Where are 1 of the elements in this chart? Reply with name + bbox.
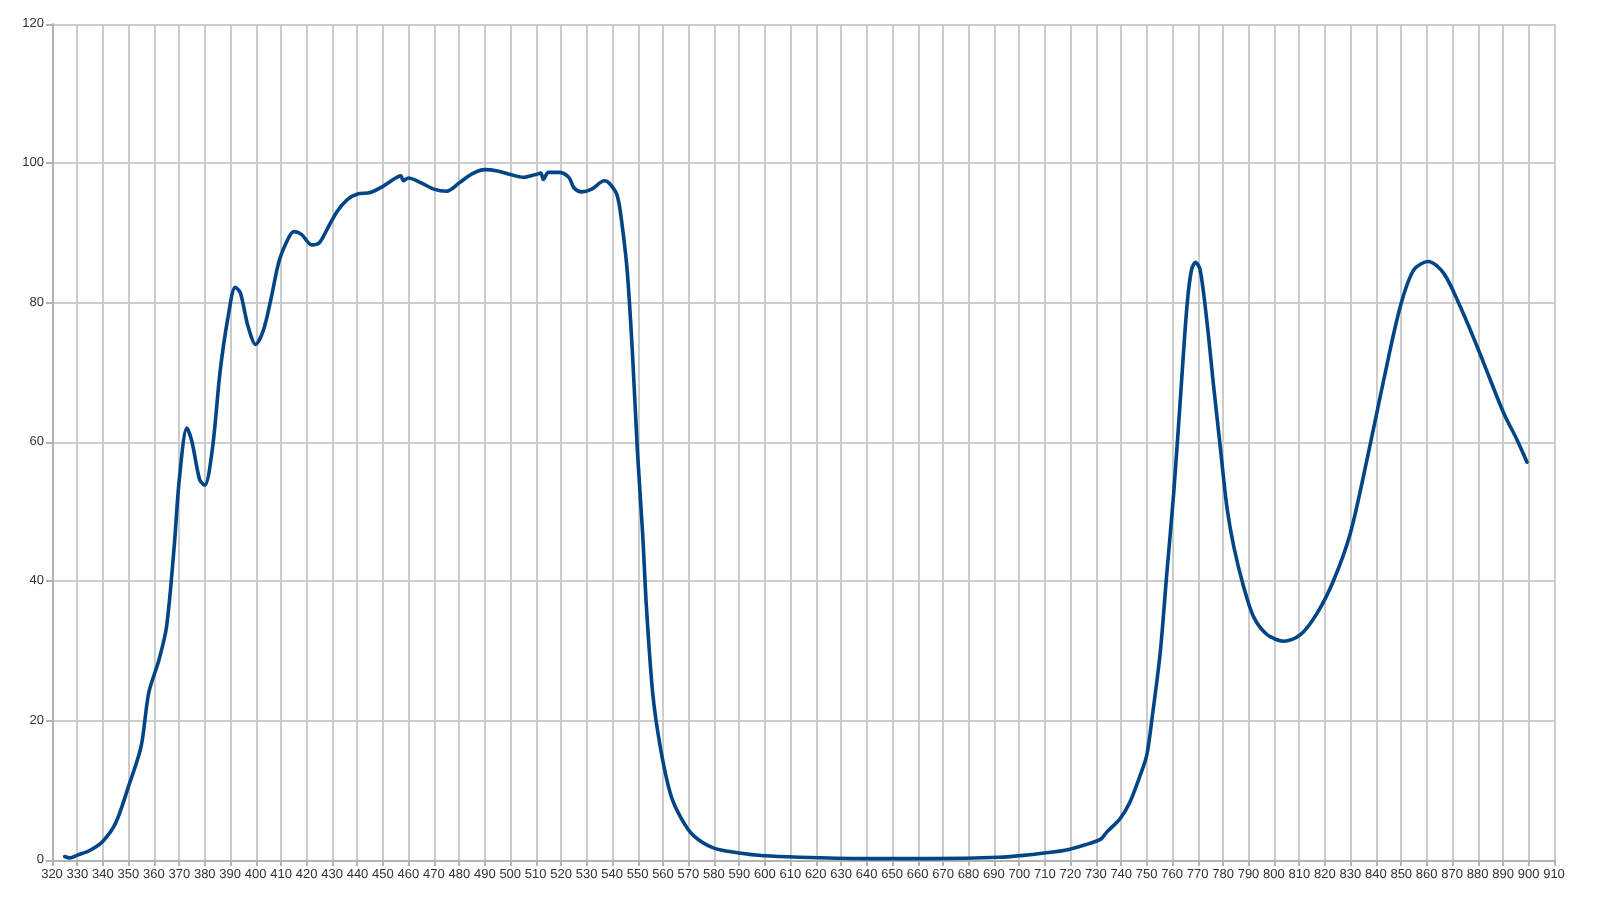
- line-series: [62, 167, 1529, 861]
